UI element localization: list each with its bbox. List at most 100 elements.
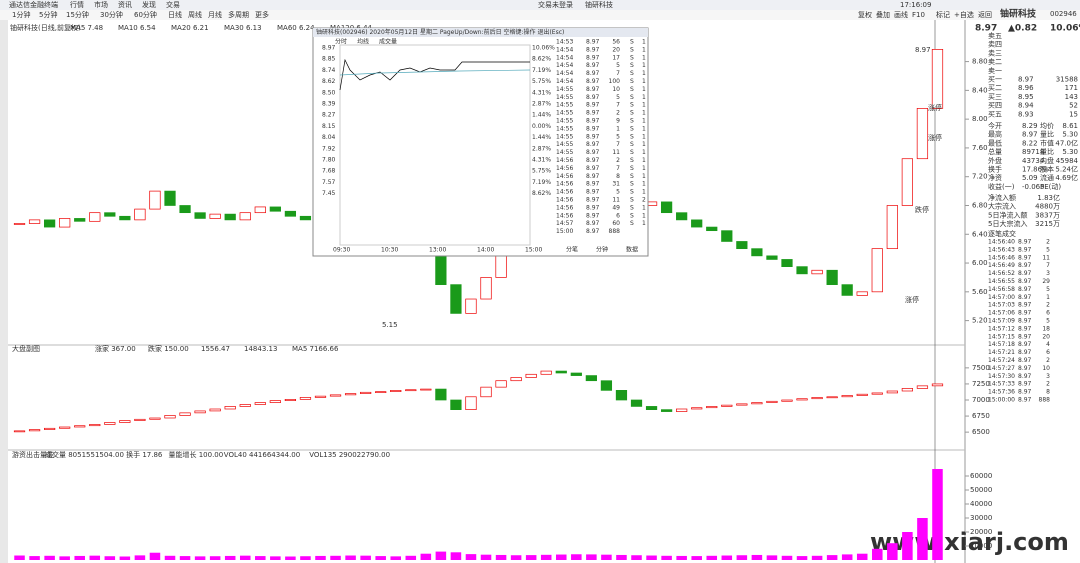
trade-cell: 14:54 [556,46,573,53]
stat-cell: 89718 [1022,148,1044,156]
candle [239,404,251,407]
period-tab[interactable]: 更多 [255,10,269,19]
trade-cell: 7 [616,165,620,172]
tool-button[interactable]: 复权 [858,10,872,19]
candle [239,212,251,221]
trade-cell: 14:57 [556,220,573,227]
tick-cell: 14:57:24 [988,357,1015,364]
candle [224,406,236,410]
period-tab[interactable]: 15分钟 [66,10,89,19]
candle [495,255,507,278]
period-tab[interactable]: 30分钟 [100,10,123,19]
legend: MA5 7166.66 [292,345,339,353]
period-tab[interactable]: 1分钟 [12,10,30,19]
trade-cell: 9 [616,118,620,125]
bottom-tab[interactable]: 分钟 [596,246,608,254]
menu-item[interactable]: 市场 [94,0,108,9]
candle [736,403,748,406]
stat-cell: 股本 [1040,165,1054,174]
trade-cell: 1 [642,173,646,180]
tool-button[interactable]: +自选 [954,10,974,19]
y-tick-label: 6.80 [972,201,988,209]
tick-cell: 14:57:33 [988,381,1015,388]
trade-cell: 8.97 [586,94,600,101]
popup-tab[interactable]: 成交量 [379,38,397,46]
tick-cell: 8.97 [1018,373,1032,380]
stat-cell: 43734 [1022,157,1045,165]
volume-bar [179,556,191,560]
trade-cell: 14:55 [556,94,573,101]
volume-bar [796,556,808,560]
candle [390,390,402,392]
menu-item[interactable]: 发现 [142,0,156,9]
tick-cell: 29 [1042,278,1050,285]
candle [269,206,281,212]
popup-tab[interactable]: 均线 [357,38,369,46]
tick-cell: 15:00:00 [988,397,1015,404]
volume-bar [555,554,567,560]
candle [209,213,221,219]
pct-label: 8.62% [532,56,551,63]
period-tab[interactable]: 60分钟 [134,10,157,19]
pct-label: 8.62% [532,190,551,197]
stat-cell: 5.24亿 [1055,165,1078,174]
menu-item[interactable]: 交易 [166,0,180,9]
tool-button[interactable]: 标记 [936,10,950,19]
candle [299,397,312,400]
trade-cell: 5 [616,62,620,69]
y-tick-label: 30000 [970,514,992,522]
menu-item[interactable]: 资讯 [118,0,132,9]
volume-bar [149,552,161,560]
tool-button[interactable]: 叠加 [876,10,890,19]
tick-cell: 8.97 [1018,246,1032,253]
period-tab[interactable]: 周线 [188,10,202,19]
candle [299,215,312,221]
volume-bar [721,555,733,560]
candle [811,269,823,275]
period-tab[interactable]: 5分钟 [39,10,57,19]
tick-cell: 2 [1046,381,1050,388]
tick-cell: 8.97 [1018,357,1032,364]
volume-bar [14,555,25,560]
popup-tab[interactable]: 分时 [335,38,347,46]
tool-button[interactable]: F10 [912,11,925,19]
legend: 1556.47 [201,345,230,353]
tool-button[interactable]: 返回 [978,11,992,19]
stat-cell: PE(动) [1040,182,1061,191]
price-line [339,58,530,91]
volume-bar [631,555,642,560]
book-cell: 52 [1069,102,1078,110]
candle [74,218,86,222]
y-tick-label: 8.80 [972,58,988,66]
period-tab[interactable]: 月线 [208,10,222,19]
tick-cell: 6 [1046,349,1050,356]
period-tab[interactable]: 日线 [168,10,182,19]
candle [480,277,492,300]
candle [736,241,748,250]
trade-cell: 1 [642,118,646,125]
tool-button[interactable]: 画线 [894,10,908,19]
trade-cell: S [630,220,634,227]
volume-bar [59,556,70,560]
volume-bar [74,555,85,560]
volume-bar [826,555,838,560]
period-tab[interactable]: 多周期 [228,10,249,19]
trade-cell: 8.97 [586,220,600,227]
bottom-tab[interactable]: 分笔 [566,246,578,254]
volume-bar [706,555,718,560]
candle [284,399,297,401]
candle [465,396,477,410]
bottom-tab[interactable]: 数据 [626,246,638,254]
candle [841,395,853,398]
time-label: 10:30 [381,247,398,254]
menu-item[interactable]: 行情 [70,0,84,9]
trade-status[interactable]: 交易未登录 [538,0,573,9]
stat-cell: 收益(一) [988,182,1015,191]
candle [405,389,417,392]
trade-cell: 14:56 [556,212,573,219]
annotation: 跌停 [915,205,929,214]
volume-bar [601,554,612,560]
volume-bar [646,555,657,560]
candle [360,391,372,394]
legend: 涨家 367.00 [95,344,136,353]
